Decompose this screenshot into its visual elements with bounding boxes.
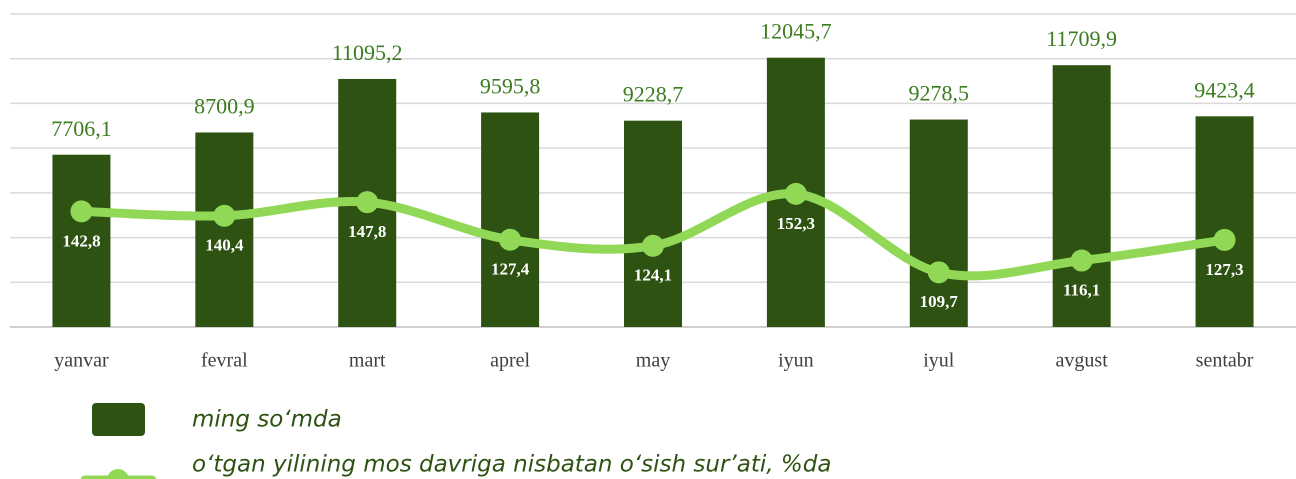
bar xyxy=(52,154,111,327)
line-point xyxy=(1213,228,1236,251)
bar-label: 9423,4 xyxy=(1194,77,1255,102)
x-tick-label: yanvar xyxy=(54,350,109,372)
legend-label: ming so‘mda xyxy=(192,407,342,433)
legend-label: o‘tgan yilining mos davriga nisbatan o‘s… xyxy=(192,452,831,478)
x-tick-label: iyul xyxy=(923,350,955,372)
x-tick-label: iyun xyxy=(778,350,814,372)
x-tick-label: fevral xyxy=(201,350,248,372)
line-point xyxy=(499,228,522,251)
line-point xyxy=(70,200,93,223)
line-point xyxy=(213,204,236,227)
x-tick-label: mart xyxy=(349,350,386,372)
line-label: 109,7 xyxy=(920,292,959,311)
bar-label: 8700,9 xyxy=(194,94,255,119)
bar xyxy=(1052,65,1111,327)
line-label: 127,3 xyxy=(1205,260,1243,279)
bar xyxy=(1195,116,1254,327)
bar-label: 9595,8 xyxy=(480,74,541,99)
x-tick-label: sentabr xyxy=(1196,350,1254,372)
bar xyxy=(481,112,540,327)
x-tick-label: may xyxy=(636,350,670,372)
x-tick-label: aprel xyxy=(490,350,530,372)
bar-label: 9278,5 xyxy=(909,81,970,106)
line-point xyxy=(356,191,379,214)
bar xyxy=(195,132,254,327)
line-point xyxy=(784,182,807,205)
bar-label: 11095,2 xyxy=(332,40,403,65)
line-label: 152,3 xyxy=(777,214,815,233)
x-tick-label: avgust xyxy=(1056,350,1109,372)
line-label: 127,4 xyxy=(491,260,530,279)
legend-point xyxy=(107,469,129,479)
line-label: 140,4 xyxy=(205,236,244,255)
bar-label: 11709,9 xyxy=(1046,26,1117,51)
legend-swatch xyxy=(92,403,145,436)
line-point xyxy=(642,234,664,257)
bar xyxy=(909,119,968,327)
bar xyxy=(624,120,682,327)
line-point xyxy=(1070,249,1093,272)
line-label: 116,1 xyxy=(1063,280,1100,299)
bar-label: 12045,7 xyxy=(760,19,832,44)
line-label: 147,8 xyxy=(348,222,386,241)
line-point xyxy=(927,261,950,284)
line-label: 142,8 xyxy=(62,231,100,250)
line-label: 124,1 xyxy=(634,266,672,285)
bar-label: 9228,7 xyxy=(623,82,684,107)
bar-label: 7706,1 xyxy=(51,116,112,141)
